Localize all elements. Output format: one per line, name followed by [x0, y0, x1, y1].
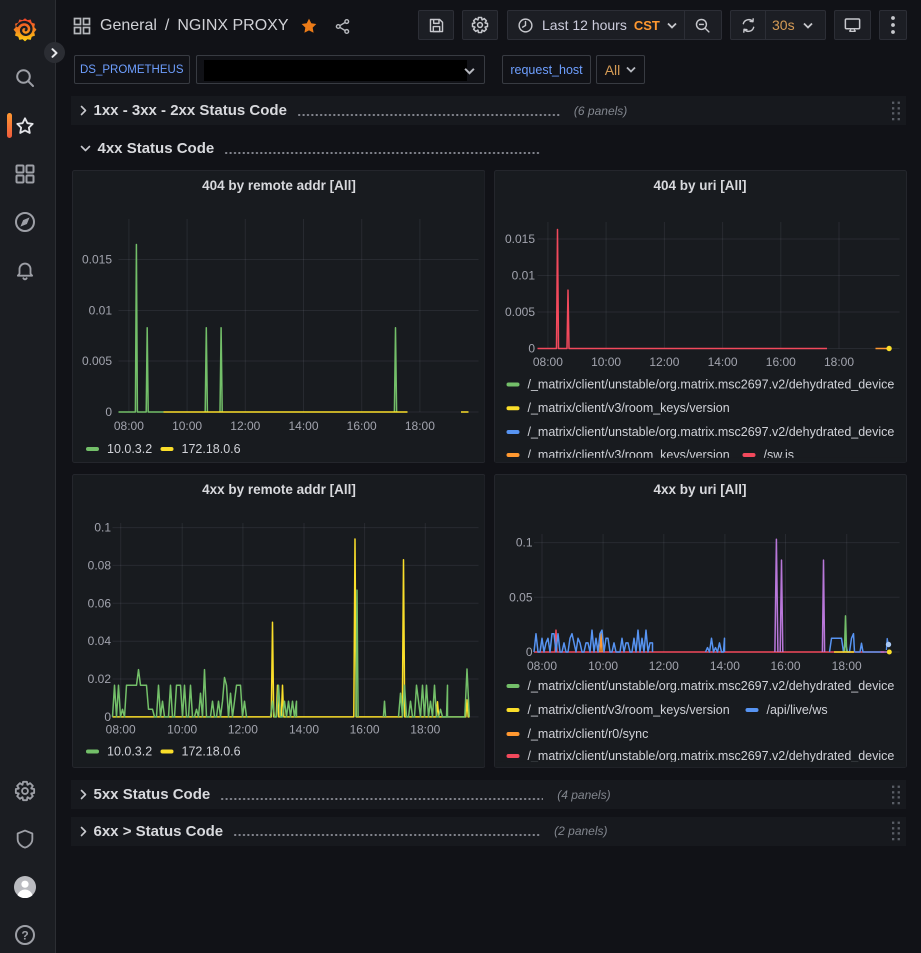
svg-text:0.015: 0.015: [81, 253, 111, 267]
svg-text:0.1: 0.1: [515, 536, 532, 550]
svg-text:0.01: 0.01: [511, 269, 535, 283]
svg-text:0.005: 0.005: [504, 305, 534, 319]
svg-text:/_matrix/client/r0/sync: /_matrix/client/r0/sync: [527, 727, 648, 741]
svg-text:0.1: 0.1: [94, 521, 111, 535]
svg-text:/api/live/ws: /api/live/ws: [766, 703, 827, 717]
svg-text:14:00: 14:00: [709, 659, 739, 673]
svg-text:16:00: 16:00: [349, 723, 379, 737]
svg-text:0.02: 0.02: [87, 672, 111, 686]
svg-text:0.05: 0.05: [509, 590, 533, 604]
svg-text:18:00: 18:00: [831, 659, 861, 673]
svg-text:08:00: 08:00: [105, 723, 135, 737]
svg-text:0.01: 0.01: [88, 304, 112, 318]
svg-text:08:00: 08:00: [532, 355, 562, 369]
svg-text:0.06: 0.06: [87, 596, 111, 610]
svg-text:18:00: 18:00: [410, 723, 440, 737]
svg-text:/_matrix/client/unstable/org.m: /_matrix/client/unstable/org.matrix.msc2…: [527, 679, 894, 693]
svg-text:18:00: 18:00: [404, 419, 434, 433]
svg-text:16:00: 16:00: [765, 355, 795, 369]
svg-text:0: 0: [105, 405, 112, 419]
svg-text:0: 0: [525, 645, 532, 659]
svg-text:14:00: 14:00: [288, 419, 318, 433]
svg-text:404 by remote addr [All]: 404 by remote addr [All]: [202, 178, 356, 193]
svg-text:16:00: 16:00: [770, 659, 800, 673]
svg-text:12:00: 12:00: [648, 659, 678, 673]
svg-text:10.0.3.2: 10.0.3.2: [107, 745, 152, 759]
svg-text:172.18.0.6: 172.18.0.6: [181, 745, 240, 759]
svg-text:4xx by remote addr [All]: 4xx by remote addr [All]: [202, 482, 356, 497]
svg-text:/_matrix/client/v3/room_keys/v: /_matrix/client/v3/room_keys/version: [527, 703, 729, 717]
svg-text:0: 0: [104, 710, 111, 724]
svg-text:0.08: 0.08: [87, 558, 111, 572]
svg-text:12:00: 12:00: [230, 419, 260, 433]
svg-text:0.04: 0.04: [87, 634, 111, 648]
svg-text:10.0.3.2: 10.0.3.2: [107, 442, 152, 456]
svg-text:0.015: 0.015: [504, 232, 534, 246]
svg-text:08:00: 08:00: [526, 659, 556, 673]
svg-text:172.18.0.6: 172.18.0.6: [181, 442, 240, 456]
svg-text:404 by uri [All]: 404 by uri [All]: [653, 178, 746, 193]
svg-text:14:00: 14:00: [707, 355, 737, 369]
svg-text:10:00: 10:00: [167, 723, 197, 737]
svg-text:10:00: 10:00: [588, 659, 618, 673]
svg-text:18:00: 18:00: [823, 355, 853, 369]
svg-text:10:00: 10:00: [591, 355, 621, 369]
svg-text:4xx by uri [All]: 4xx by uri [All]: [653, 482, 746, 497]
svg-text:14:00: 14:00: [288, 723, 318, 737]
svg-text:/_matrix/client/unstable/org.m: /_matrix/client/unstable/org.matrix.msc2…: [527, 378, 894, 392]
svg-text:12:00: 12:00: [227, 723, 257, 737]
svg-text:/_matrix/client/unstable/org.m: /_matrix/client/unstable/org.matrix.msc2…: [527, 425, 894, 439]
svg-text:12:00: 12:00: [649, 355, 679, 369]
svg-text:0.005: 0.005: [81, 354, 111, 368]
svg-text:/_matrix/client/v3/room_keys/v: /_matrix/client/v3/room_keys/version: [527, 401, 729, 415]
svg-text:16:00: 16:00: [346, 419, 376, 433]
svg-text:?: ?: [21, 929, 28, 943]
svg-text:0: 0: [528, 342, 535, 356]
svg-text:08:00: 08:00: [113, 419, 143, 433]
svg-text:/_matrix/client/unstable/org.m: /_matrix/client/unstable/org.matrix.msc2…: [527, 749, 894, 763]
svg-text:10:00: 10:00: [172, 419, 202, 433]
